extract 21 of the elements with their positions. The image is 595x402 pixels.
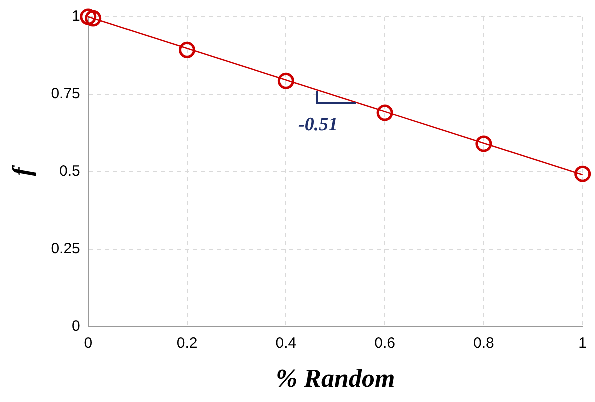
- point: [278, 72, 294, 90]
- y-tick-label: 1: [72, 8, 80, 26]
- y-tick-label: 0: [72, 318, 80, 335]
- point: [376, 104, 394, 122]
- x-tick-label: 0: [84, 334, 93, 352]
- x-tick-label: 0.4: [276, 334, 297, 352]
- point: [80, 8, 97, 26]
- y-axis-title: f: [7, 165, 36, 176]
- annotation: -0.51: [298, 114, 338, 136]
- point: [476, 136, 492, 152]
- x-axis-title: % Random: [276, 364, 396, 394]
- y-tick-label: 0.5: [60, 163, 80, 180]
- x-tick-label: 0.6: [374, 334, 396, 352]
- point: [85, 10, 102, 27]
- x-tick-label: 0.2: [176, 334, 198, 352]
- y-tick-label: 0.25: [51, 240, 80, 258]
- point: [574, 166, 592, 182]
- x-tick-label: 1: [578, 334, 587, 352]
- point: [179, 42, 196, 58]
- x-tick-label: 0.8: [474, 334, 494, 352]
- y-tick-label: 0.75: [51, 86, 80, 103]
